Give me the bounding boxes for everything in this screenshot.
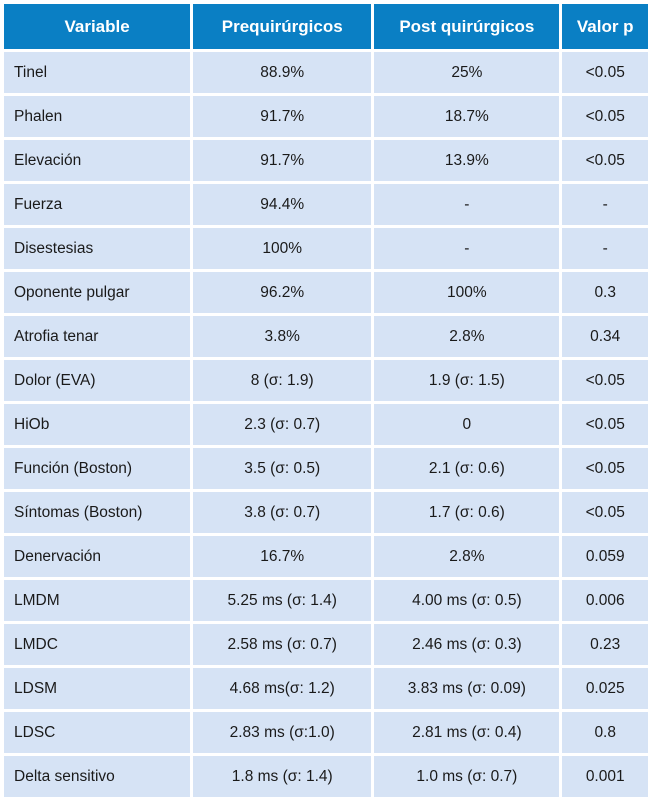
p-value-cell: 0.23 [562,624,648,665]
header-valor-p: Valor p [562,4,648,49]
post-cell: 1.7 (σ: 0.6) [374,492,560,533]
table-row: Atrofia tenar 3.8% 2.8% 0.34 [4,316,648,357]
table-row: Tinel 88.9% 25% <0.05 [4,52,648,93]
pre-cell: 94.4% [193,184,372,225]
table-row: Función (Boston) 3.5 (σ: 0.5) 2.1 (σ: 0.6)… [4,448,648,489]
post-cell: 1.9 (σ: 1.5) [374,360,560,401]
post-cell: 2.81 ms (σ: 0.4) [374,712,560,753]
variable-cell: LDSC [4,712,191,753]
p-value-cell: <0.05 [562,492,648,533]
p-value-cell: - [562,184,648,225]
pre-cell: 2.83 ms (σ:1.0) [193,712,372,753]
p-value-cell: - [562,228,648,269]
pre-cell: 91.7% [193,96,372,137]
pre-cell: 8 (σ: 1.9) [193,360,372,401]
variable-cell: Tinel [4,52,191,93]
pre-cell: 5.25 ms (σ: 1.4) [193,580,372,621]
p-value-cell: 0.001 [562,756,648,797]
post-cell: 100% [374,272,560,313]
variable-cell: Elevación [4,140,191,181]
p-value-cell: <0.05 [562,360,648,401]
pre-cell: 4.68 ms(σ: 1.2) [193,668,372,709]
table-row: LDSC 2.83 ms (σ:1.0) 2.81 ms (σ: 0.4) 0.8 [4,712,648,753]
variable-cell: Phalen [4,96,191,137]
pre-cell: 3.8 (σ: 0.7) [193,492,372,533]
post-cell: 18.7% [374,96,560,137]
variable-cell: Fuerza [4,184,191,225]
p-value-cell: 0.34 [562,316,648,357]
p-value-cell: <0.05 [562,404,648,445]
table-row: LMDM 5.25 ms (σ: 1.4) 4.00 ms (σ: 0.5) 0.00… [4,580,648,621]
post-cell: 1.0 ms (σ: 0.7) [374,756,560,797]
post-cell: 0 [374,404,560,445]
table-row: Denervación 16.7% 2.8% 0.059 [4,536,648,577]
variable-cell: Disestesias [4,228,191,269]
variable-cell: Atrofia tenar [4,316,191,357]
pre-cell: 16.7% [193,536,372,577]
post-cell: - [374,184,560,225]
variable-cell: Dolor (EVA) [4,360,191,401]
table-row: LDSM 4.68 ms(σ: 1.2) 3.83 ms (σ: 0.09) 0.02… [4,668,648,709]
table-row: LMDC 2.58 ms (σ: 0.7) 2.46 ms (σ: 0.3) 0.23 [4,624,648,665]
table-row: HiOb 2.3 (σ: 0.7) 0 <0.05 [4,404,648,445]
table-row: Elevación 91.7% 13.9% <0.05 [4,140,648,181]
post-cell: 13.9% [374,140,560,181]
pre-cell: 96.2% [193,272,372,313]
pre-cell: 2.58 ms (σ: 0.7) [193,624,372,665]
pre-cell: 88.9% [193,52,372,93]
table-row: Phalen 91.7% 18.7% <0.05 [4,96,648,137]
p-value-cell: 0.8 [562,712,648,753]
variable-cell: HiOb [4,404,191,445]
p-value-cell: <0.05 [562,140,648,181]
pre-cell: 2.3 (σ: 0.7) [193,404,372,445]
variable-cell: LMDC [4,624,191,665]
p-value-cell: 0.025 [562,668,648,709]
header-prequirurgicos: Prequirúrgicos [193,4,372,49]
header-variable: Variable [4,4,191,49]
p-value-cell: <0.05 [562,52,648,93]
post-cell: 3.83 ms (σ: 0.09) [374,668,560,709]
variable-cell: Denervación [4,536,191,577]
header-post-quirurgicos: Post quirúrgicos [374,4,560,49]
table-row: Fuerza 94.4% - - [4,184,648,225]
post-cell: 25% [374,52,560,93]
post-cell: 2.8% [374,316,560,357]
variable-cell: Oponente pulgar [4,272,191,313]
table-row: Disestesias 100% - - [4,228,648,269]
post-cell: 4.00 ms (σ: 0.5) [374,580,560,621]
variable-cell: LMDM [4,580,191,621]
variable-cell: Delta sensitivo [4,756,191,797]
p-value-cell: 0.059 [562,536,648,577]
pre-cell: 91.7% [193,140,372,181]
table-row: Delta sensitivo 1.8 ms (σ: 1.4) 1.0 ms (σ:… [4,756,648,797]
post-cell: - [374,228,560,269]
post-cell: 2.46 ms (σ: 0.3) [374,624,560,665]
post-cell: 2.8% [374,536,560,577]
variable-cell: Síntomas (Boston) [4,492,191,533]
p-value-cell: <0.05 [562,448,648,489]
p-value-cell: <0.05 [562,96,648,137]
pre-cell: 100% [193,228,372,269]
table-row: Oponente pulgar 96.2% 100% 0.3 [4,272,648,313]
variable-cell: Función (Boston) [4,448,191,489]
table-row: Dolor (EVA) 8 (σ: 1.9) 1.9 (σ: 1.5) <0.05 [4,360,648,401]
pre-cell: 3.8% [193,316,372,357]
pre-cell: 1.8 ms (σ: 1.4) [193,756,372,797]
variable-cell: LDSM [4,668,191,709]
post-cell: 2.1 (σ: 0.6) [374,448,560,489]
p-value-cell: 0.3 [562,272,648,313]
pre-cell: 3.5 (σ: 0.5) [193,448,372,489]
table-row: Síntomas (Boston) 3.8 (σ: 0.7) 1.7 (σ: 0.6… [4,492,648,533]
p-value-cell: 0.006 [562,580,648,621]
header-row: Variable Prequirúrgicos Post quirúrgicos… [4,4,648,49]
